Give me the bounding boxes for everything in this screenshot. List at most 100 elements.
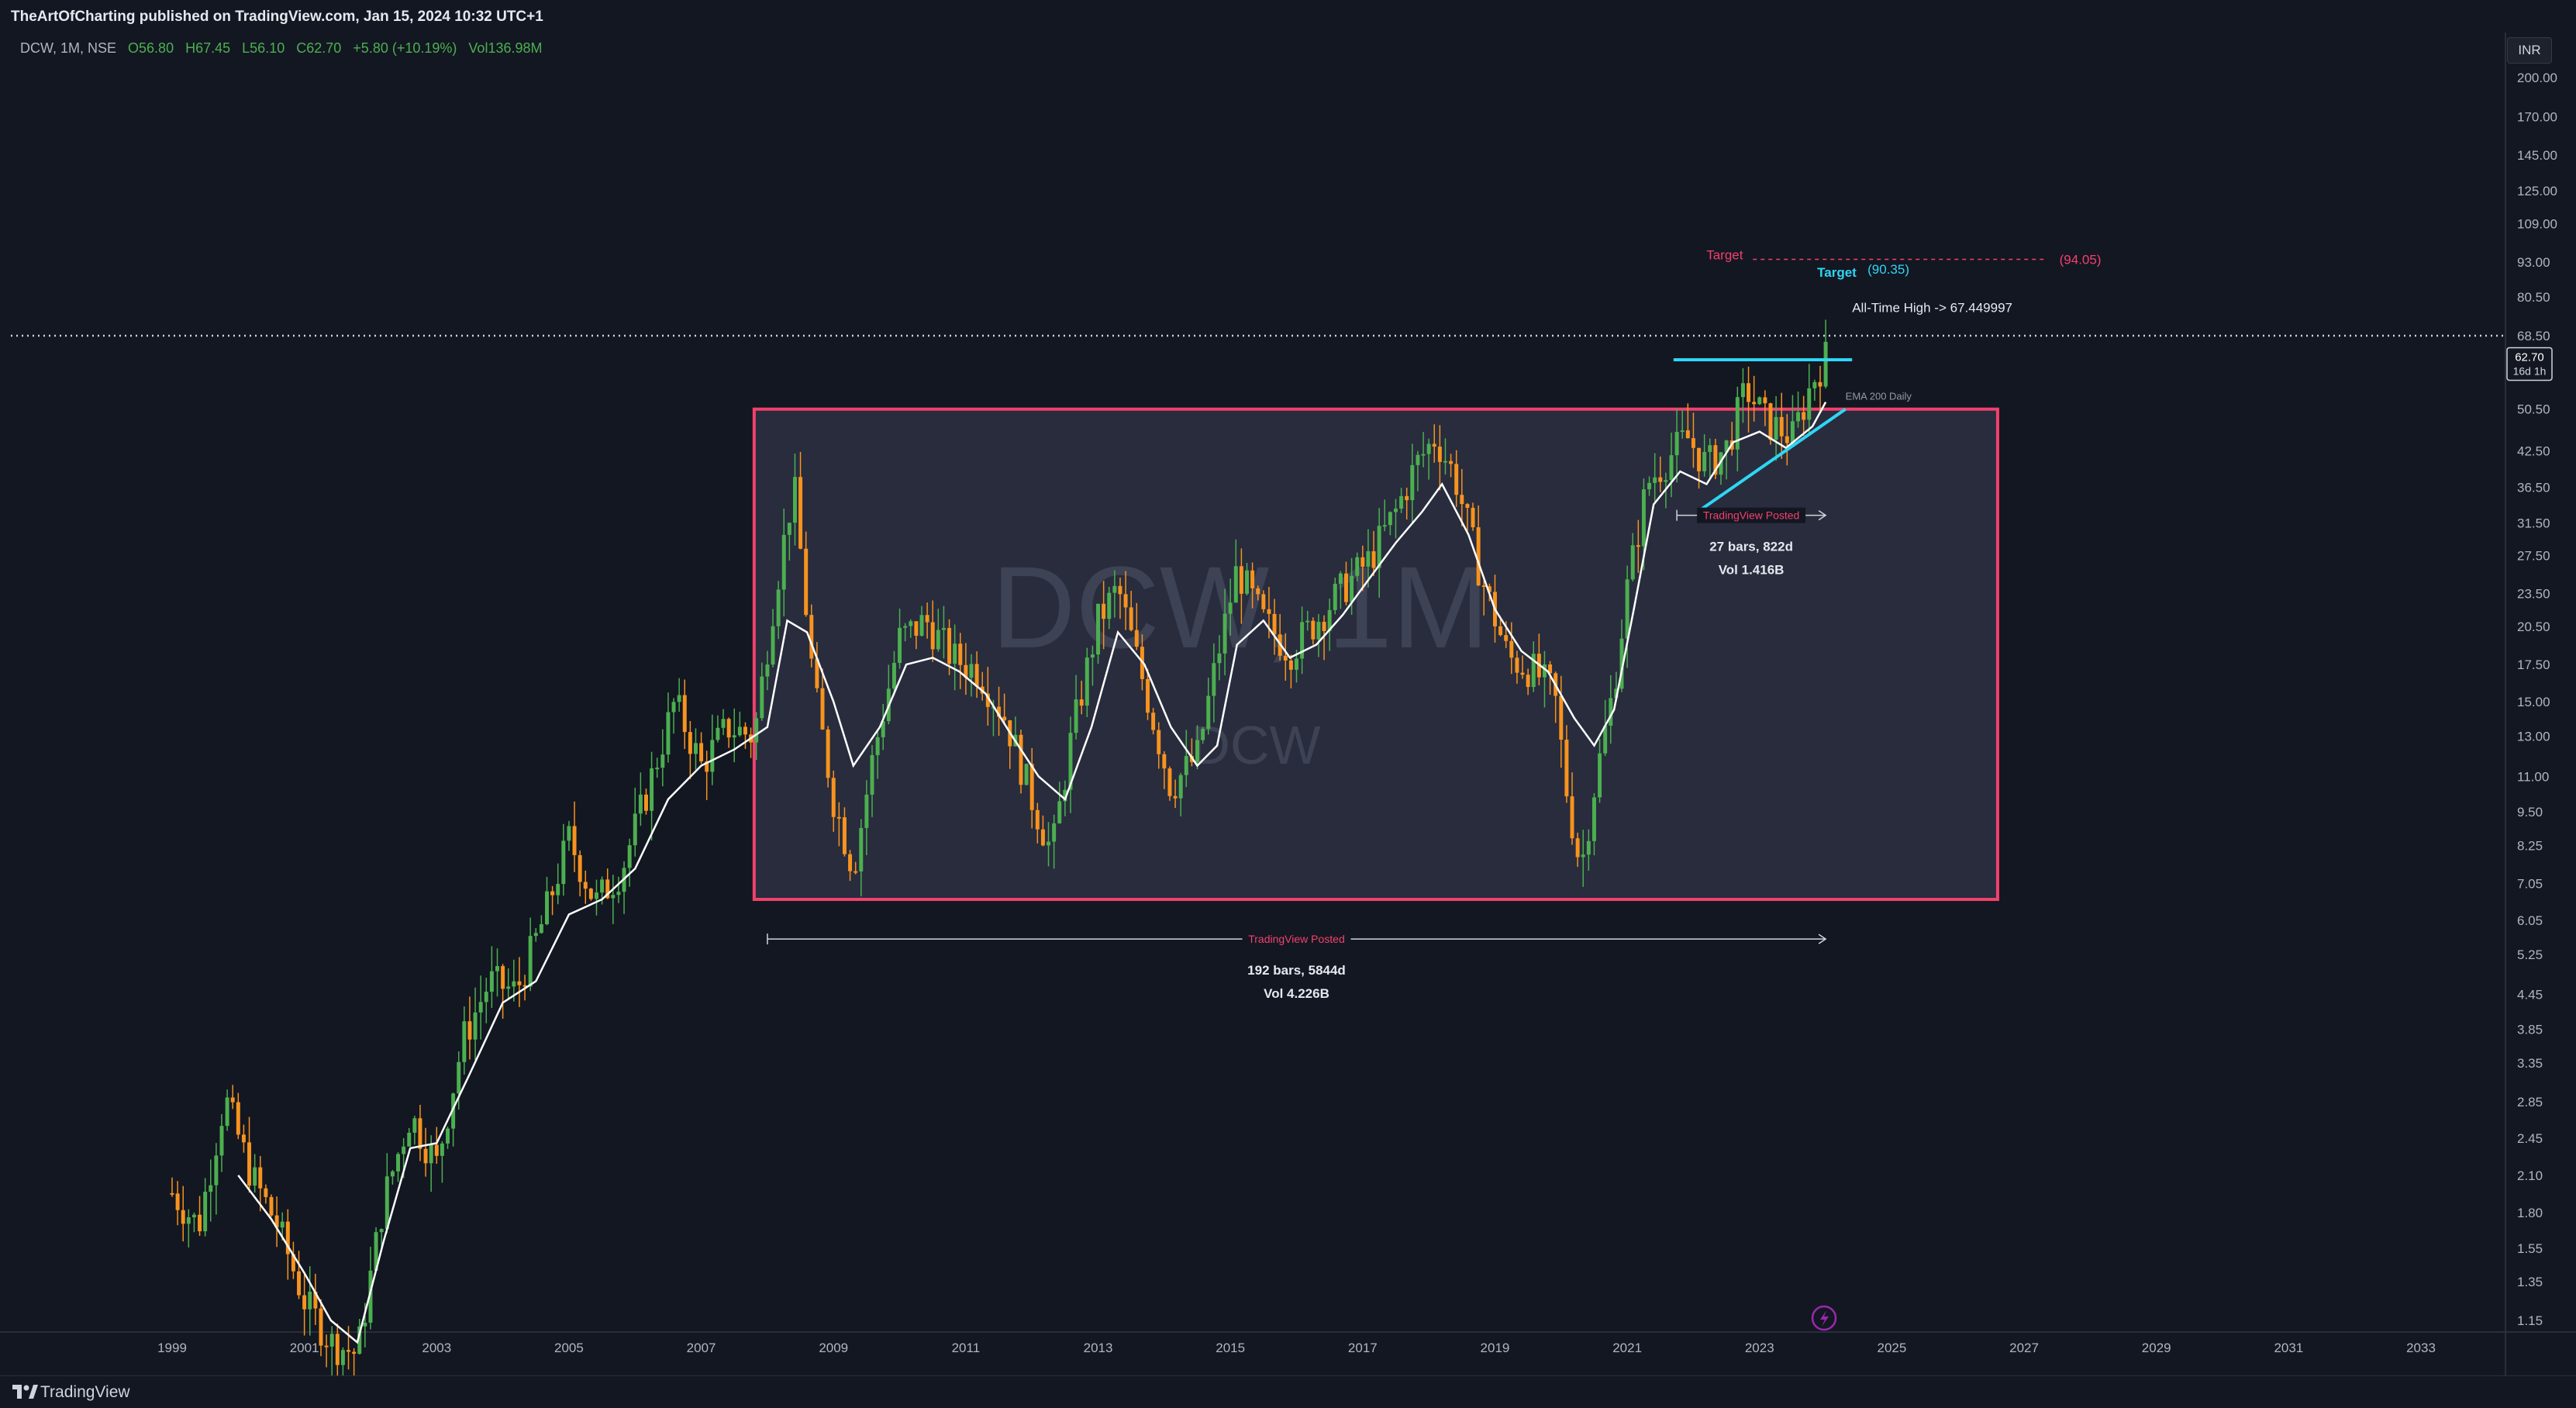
legend-symbol[interactable]: DCW, 1M, NSE (20, 40, 117, 56)
candle-body (660, 754, 665, 768)
candle-body (1768, 403, 1773, 440)
candle-body (1559, 695, 1564, 740)
candle-body (726, 719, 731, 738)
currency-button[interactable]: INR (2507, 37, 2552, 64)
candle-body (1630, 545, 1635, 580)
candle-body (247, 1142, 252, 1186)
candle-body (512, 981, 516, 987)
candle-body (1471, 507, 1475, 528)
candle-body (402, 1146, 406, 1154)
candle-body (853, 871, 858, 873)
candle-body (181, 1210, 185, 1224)
candle-body (528, 936, 533, 987)
candle-body (1239, 566, 1243, 594)
candle-body (1057, 801, 1062, 823)
candle-body (1162, 754, 1167, 769)
candle-body (1416, 454, 1420, 465)
price-tick-label: 1.35 (2517, 1275, 2543, 1289)
candle-body (1096, 603, 1101, 655)
candle-body (175, 1193, 180, 1210)
candle-body (1410, 464, 1415, 501)
time-tick-label: 2031 (2274, 1341, 2303, 1355)
measure-short-bars: 27 bars, 822d (1709, 540, 1793, 554)
time-tick-label: 2021 (1612, 1341, 1642, 1355)
candle-body (1504, 635, 1509, 641)
candle-body (831, 778, 836, 817)
candle-body (1598, 753, 1602, 798)
candle-body (545, 891, 549, 924)
measure-short-label-bg (1697, 507, 1806, 523)
candle-body (1393, 508, 1398, 512)
candle-body (1575, 838, 1580, 858)
candle-body (1350, 575, 1354, 602)
candle-body (556, 884, 560, 896)
replay-lightning-icon[interactable] (1811, 1305, 1837, 1331)
price-tick-label: 27.50 (2517, 549, 2550, 564)
candle-body (1360, 557, 1365, 567)
candle-body (1460, 495, 1464, 505)
publish-title: TheArtOfCharting published on TradingVie… (11, 9, 543, 25)
candle-body (919, 615, 924, 636)
time-tick-label: 2019 (1481, 1341, 1510, 1355)
target-label: Target (1706, 247, 1743, 262)
candle-body (1399, 495, 1404, 509)
candle-body (390, 1171, 395, 1177)
candle-body (760, 676, 764, 719)
candle-body (533, 933, 538, 937)
measure-short-arrow-icon (1818, 510, 1827, 521)
price-chart[interactable]: DCW, 1M DCW EMA 200 Daily All-Time High -> … (0, 33, 2576, 1375)
candle-body (1184, 756, 1188, 775)
candle-body (214, 1155, 219, 1185)
candle-body (732, 735, 736, 738)
candle-body (1245, 570, 1249, 594)
candle-body (1366, 550, 1371, 567)
price-tick-label: 2.45 (2517, 1131, 2543, 1146)
candle-body (1261, 594, 1266, 609)
candle-body (588, 889, 593, 899)
candle-body (374, 1232, 378, 1271)
candle-body (1763, 397, 1767, 404)
price-tick-label: 1.15 (2517, 1313, 2543, 1328)
candle-body (1295, 658, 1298, 670)
candle-body (1454, 464, 1459, 495)
candle-body (170, 1192, 174, 1195)
price-tick-label: 109.00 (2517, 217, 2557, 232)
candle-body (434, 1144, 439, 1156)
candle-body (936, 630, 940, 650)
candle-body (1669, 455, 1674, 481)
measure-long-volume: Vol 4.226B (1264, 986, 1329, 1001)
candle-body (539, 923, 543, 933)
candle-body (930, 622, 935, 650)
candle-body (881, 721, 885, 737)
candle-body (798, 477, 803, 549)
measure-short-volume: Vol 1.416B (1719, 563, 1785, 578)
candle-body (947, 627, 952, 664)
footer-brand[interactable]: TradingView (40, 1383, 130, 1401)
last-price-value: 62.70 (2515, 350, 2544, 364)
candle-body (1812, 381, 1817, 388)
candle-body (1311, 620, 1316, 640)
candle-body (1713, 445, 1718, 475)
price-tick-label: 8.25 (2517, 839, 2543, 854)
candle-body (616, 892, 621, 896)
candle-body (633, 813, 637, 846)
candle-body (716, 727, 720, 740)
candle-body (1807, 388, 1812, 420)
candle-body (643, 794, 648, 811)
candle-body (1647, 482, 1652, 490)
candle-body (550, 891, 555, 896)
candle-body (1052, 823, 1057, 842)
candle-body (264, 1188, 268, 1197)
candle-body (308, 1291, 312, 1310)
candle-body (1134, 630, 1139, 647)
candle-body (1449, 461, 1454, 464)
candle-body (451, 1093, 456, 1129)
candle-body (462, 1021, 467, 1062)
candle-body (1708, 445, 1712, 452)
lightning-glyph (1820, 1310, 1829, 1327)
candle-body (941, 627, 946, 630)
price-tick-label: 3.35 (2517, 1056, 2543, 1071)
candle-body (1465, 504, 1470, 508)
price-tick-label: 6.05 (2517, 913, 2543, 928)
candle-body (985, 693, 990, 707)
